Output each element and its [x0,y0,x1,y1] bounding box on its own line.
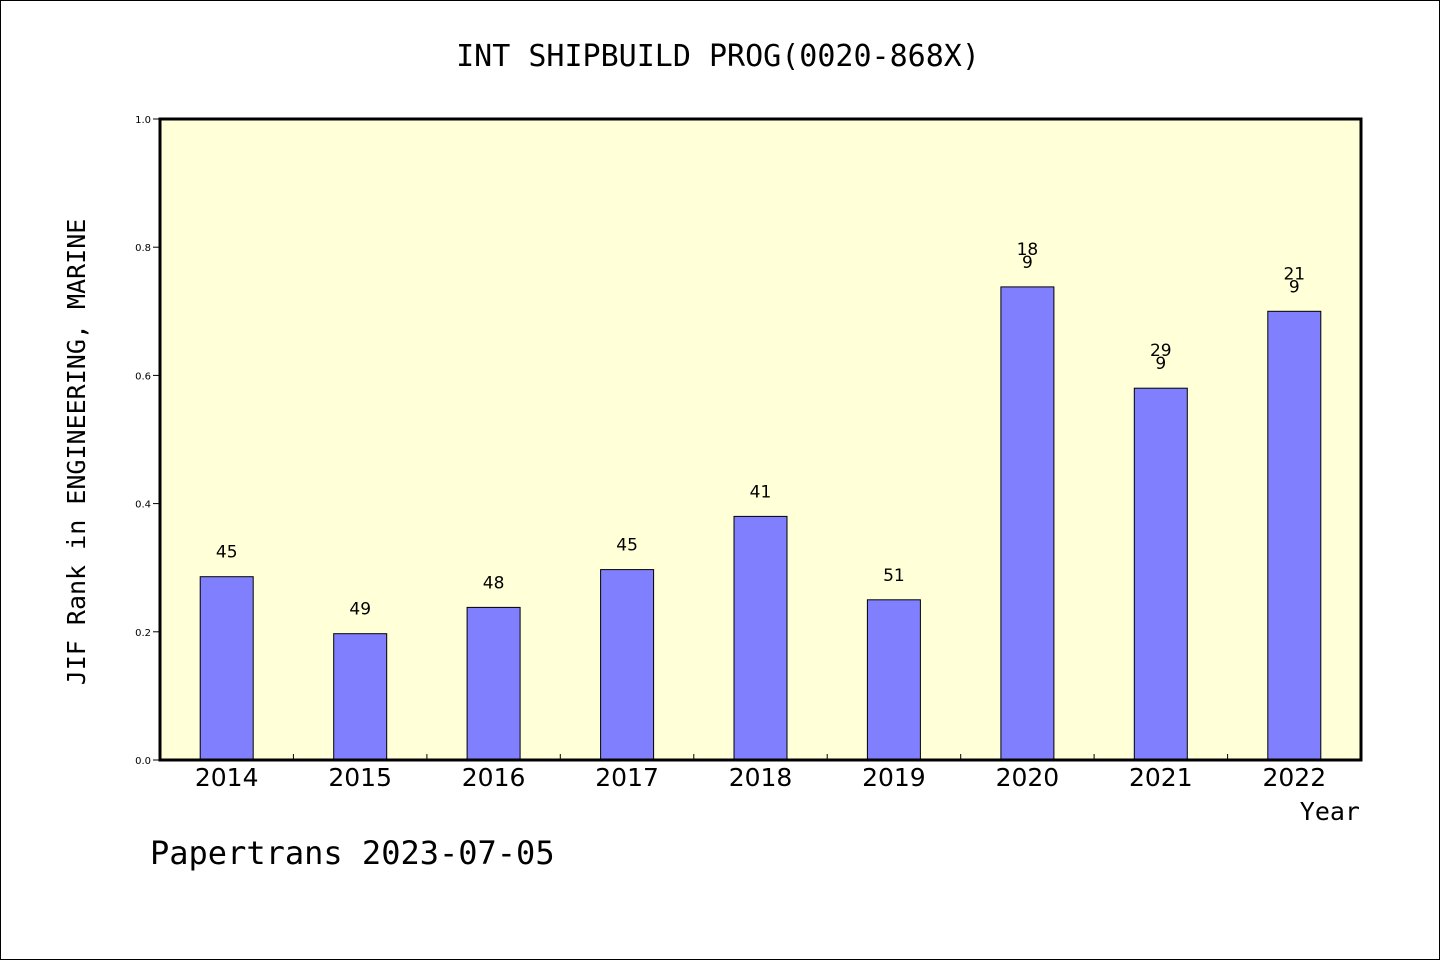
data-label-2022-line2: 9 [1289,277,1300,297]
footer-text: Papertrans 2023-07-05 [150,834,555,872]
data-label-2014: 45 [216,543,238,563]
data-label-2016: 48 [483,573,505,593]
y-axis: 0.0 0.2 0.4 0.6 0.8 1.0 [135,115,160,767]
plot-border [158,117,1363,762]
x-axis: 2014 2015 2016 2017 2018 2019 2020 2021 2022 [195,754,1326,792]
bar-2016 [466,606,521,761]
data-label-2019: 51 [883,566,905,586]
x-tick-label-2020: 2020 [996,763,1060,792]
x-tick-label-2021: 2021 [1129,763,1193,792]
x-tick-label-2016: 2016 [462,763,526,792]
chart-title: INT SHIPBUILD PROG(0020-868X) [456,39,980,74]
y-axis-label: JIF Rank in ENGINEERING, MARINE [62,219,91,686]
y-tick-label: 0.6 [135,371,151,382]
x-tick-label-2018: 2018 [729,763,793,792]
bar-2017 [600,569,655,761]
data-label-2020-line2: 9 [1022,253,1033,273]
bar-2014 [199,576,254,761]
x-tick-label-2014: 2014 [195,763,259,792]
bars-group [199,286,1322,761]
y-tick-label: 0.4 [135,500,151,511]
data-label-2017: 45 [616,536,638,556]
data-label-2020-line1: 18 [1017,240,1039,260]
bar-2015 [333,633,388,761]
y-tick-label: 1.0 [135,115,151,126]
y-tick-label: 0.0 [135,756,151,767]
bar-2018 [733,515,788,761]
x-tick-label-2019: 2019 [862,763,926,792]
data-label-2015: 49 [349,600,371,620]
data-label-2018: 41 [750,482,772,502]
x-axis-label: Year [1300,797,1360,826]
bar-2022 [1267,310,1322,761]
y-tick-label: 0.8 [135,243,151,254]
x-tick-label-2017: 2017 [595,763,659,792]
data-label-2021-line1: 29 [1150,341,1172,361]
data-label-2022-line1: 21 [1283,264,1305,284]
x-tick-label-2022: 2022 [1262,763,1326,792]
bar-2019 [866,599,921,761]
bar-2021 [1133,387,1188,761]
y-tick-label: 0.2 [135,628,151,639]
bar-2020 [1000,286,1055,761]
data-label-2021-line2: 9 [1155,354,1166,374]
x-tick-label-2015: 2015 [328,763,392,792]
